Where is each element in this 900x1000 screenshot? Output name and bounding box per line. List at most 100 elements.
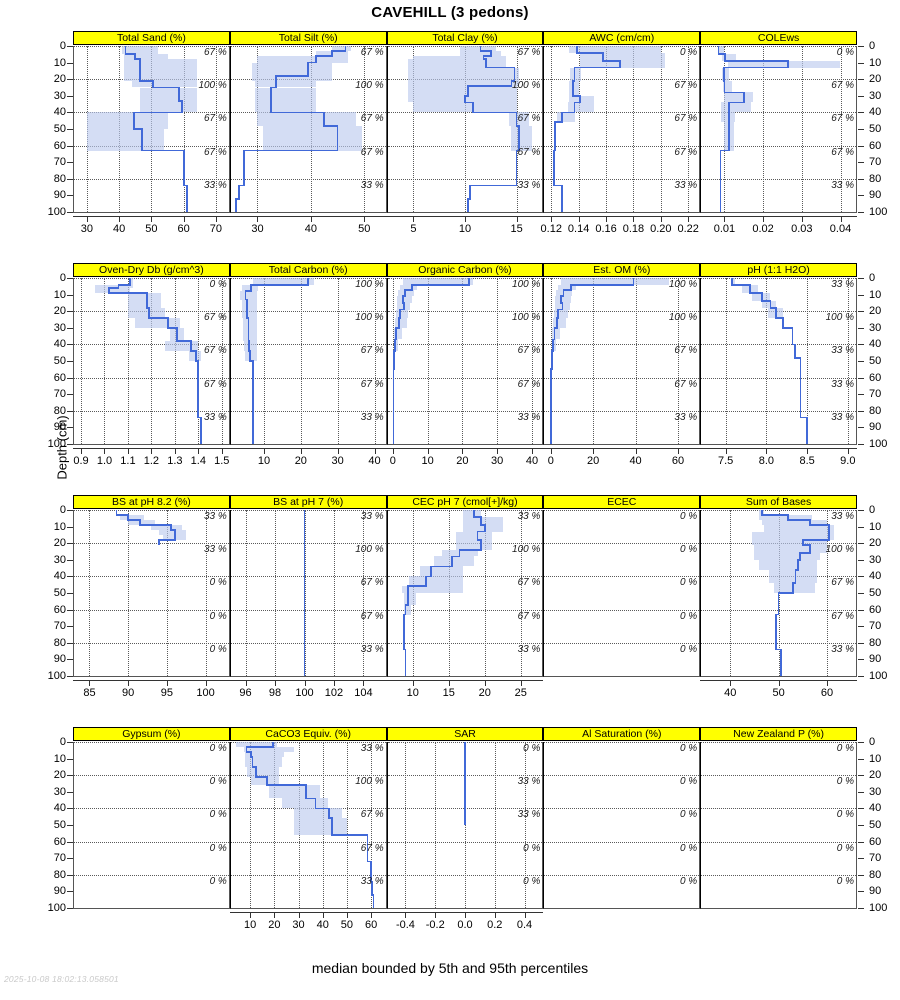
percentile-band (245, 751, 284, 757)
figure-caption: median bounded by 5th and 95th percentil… (311, 960, 589, 976)
gridline-horizontal (701, 841, 856, 843)
median-line-segment (371, 881, 374, 895)
contributing-pct-label: 0 % (836, 743, 854, 754)
contributing-pct-label: 33 % (674, 179, 698, 191)
median-line-connector (392, 350, 396, 352)
median-line-connector (132, 111, 183, 114)
median-line-segment (370, 861, 372, 882)
contributing-pct-label: 100 % (355, 279, 384, 290)
median-line-segment (480, 539, 483, 550)
median-line-connector (560, 295, 565, 298)
median-line-connector (573, 66, 621, 69)
panel-plot-1-3: 33 % 100 % 67 % 67 % 33 % (229, 742, 387, 909)
gridline-vertical (275, 510, 277, 676)
depth-tick: 60 (858, 140, 895, 151)
median-line-segment (252, 382, 254, 418)
percentile-band (394, 317, 407, 328)
percentile-band (140, 87, 197, 101)
gridline-horizontal (231, 676, 386, 677)
gridline-horizontal (701, 444, 856, 445)
median-line-connector (469, 184, 518, 187)
median-line-segment (799, 553, 802, 560)
median-line-segment (476, 531, 479, 540)
panel-header-colews: COLEws (700, 31, 857, 45)
median-line-segment (393, 339, 396, 352)
contributing-pct-label: 33 % (517, 776, 541, 788)
depth-tick: 0 (30, 737, 73, 748)
median-line-connector (251, 766, 258, 768)
median-line-segment (724, 54, 727, 61)
contributing-pct-label: 33 % (831, 279, 854, 290)
depth-tick: 10 (30, 289, 73, 300)
median-line-segment (469, 185, 472, 199)
depth-tick: 10 (30, 57, 73, 68)
median-line-segment (108, 287, 111, 293)
median-line-connector (252, 381, 254, 384)
contributing-pct-label: 33 % (360, 643, 384, 655)
median-line-connector (781, 326, 794, 329)
median-line-segment (780, 649, 782, 663)
median-line-connector (245, 746, 275, 748)
median-line-segment (799, 382, 802, 418)
contributing-pct-label: 100 % (512, 544, 541, 556)
depth-tick: 80 (30, 637, 73, 648)
contributing-pct-label: 0 % (523, 842, 541, 854)
median-line-connector (458, 548, 483, 551)
contributing-pct-label: 0 % (679, 610, 698, 622)
panel-plot-3-2: 0 % 0 % 0 % 0 % 0 % (543, 510, 701, 677)
contributing-pct-label: 33 % (831, 378, 854, 390)
median-line-connector (197, 381, 200, 384)
median-line-segment (272, 742, 275, 747)
percentile-band (551, 339, 557, 352)
percentile-band (754, 553, 820, 560)
median-line-segment (573, 67, 576, 81)
percentile-band (95, 287, 131, 293)
gridline-horizontal (74, 742, 229, 743)
contributing-pct-label: 0 % (836, 776, 854, 788)
gridline-horizontal (701, 808, 856, 810)
x-axis: 0 20 40 60 (543, 448, 701, 470)
median-line-segment (395, 327, 398, 340)
median-line-connector (404, 288, 413, 291)
median-line-segment (127, 514, 130, 520)
depth-tick: 70 (858, 157, 895, 168)
percentile-band (580, 52, 665, 61)
contributing-pct-label: 0 % (679, 842, 698, 854)
depth-tick: 20 (858, 538, 895, 549)
depth-tick: 90 (30, 886, 73, 897)
contributing-pct-label: 33 % (517, 179, 541, 191)
median-line-segment (331, 818, 334, 835)
x-axis: 10 20 30 40 (229, 448, 387, 470)
contributing-pct-label: 100 % (825, 312, 854, 324)
median-line-connector (728, 121, 730, 124)
median-line-segment (185, 198, 188, 212)
percentile-band (408, 95, 517, 103)
depth-tick: 100 (30, 671, 73, 682)
percentile-band (751, 539, 827, 545)
median-line-connector (484, 66, 516, 69)
median-line-segment (550, 351, 553, 370)
depth-tick: 70 (858, 853, 895, 864)
percentile-band (242, 317, 257, 328)
median-line-segment (255, 766, 258, 777)
gridline-vertical (81, 278, 83, 444)
median-line-segment (464, 742, 466, 825)
contributing-pct-label: 33 % (831, 643, 854, 655)
median-line-connector (809, 524, 831, 526)
median-line-connector (473, 515, 483, 518)
percentile-band (252, 75, 333, 81)
depth-tick: 30 (858, 554, 895, 565)
median-line-segment (781, 317, 784, 328)
median-line-connector (561, 111, 576, 114)
median-line-connector (304, 797, 317, 800)
median-line-segment (828, 531, 831, 540)
median-line-segment (728, 102, 730, 113)
contributing-pct-label: 0 % (679, 511, 698, 522)
median-line-segment (550, 417, 553, 444)
panel-plot-3-1: 100 % 100 % 67 % 67 % 33 % (543, 278, 701, 445)
contributing-pct-label: 100 % (825, 544, 854, 556)
median-line-segment (315, 55, 318, 63)
median-line-connector (723, 91, 745, 94)
gridline-vertical (346, 742, 348, 908)
contributing-pct-label: 67 % (831, 610, 854, 622)
